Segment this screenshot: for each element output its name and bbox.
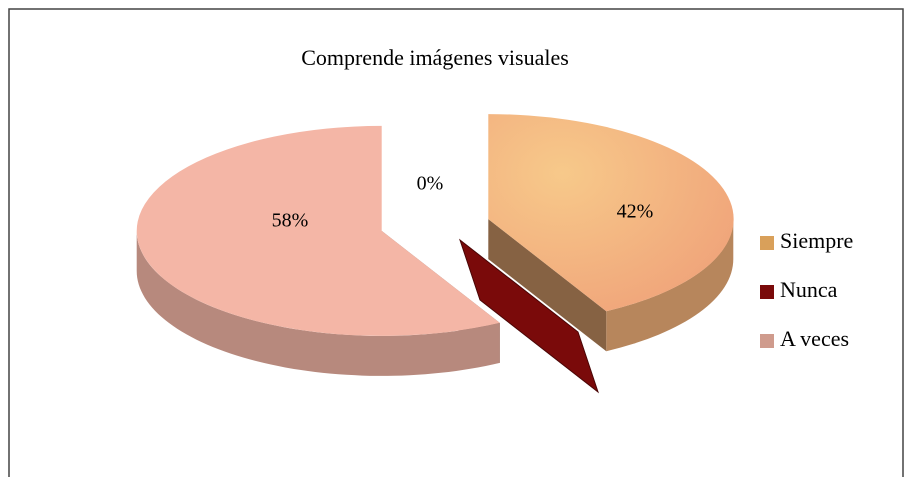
data-label: 0% — [417, 173, 444, 195]
legend-label: A veces — [780, 326, 849, 351]
legend-label: Nunca — [780, 277, 838, 302]
legend-label: Siempre — [780, 228, 853, 253]
data-label: 42% — [617, 201, 654, 223]
data-label: 58% — [272, 210, 309, 232]
slice-side — [606, 219, 734, 352]
slice-wall — [488, 219, 607, 352]
pie-slice — [136, 125, 500, 336]
slice-side — [136, 230, 500, 376]
legend-swatch — [760, 285, 774, 299]
legend-swatch — [760, 236, 774, 250]
chart-border — [8, 8, 904, 477]
chart-title: Comprende imágenes visuales — [301, 45, 569, 70]
legend-swatch — [760, 334, 774, 348]
pie-slice — [488, 114, 734, 312]
pie-slice — [459, 238, 599, 394]
